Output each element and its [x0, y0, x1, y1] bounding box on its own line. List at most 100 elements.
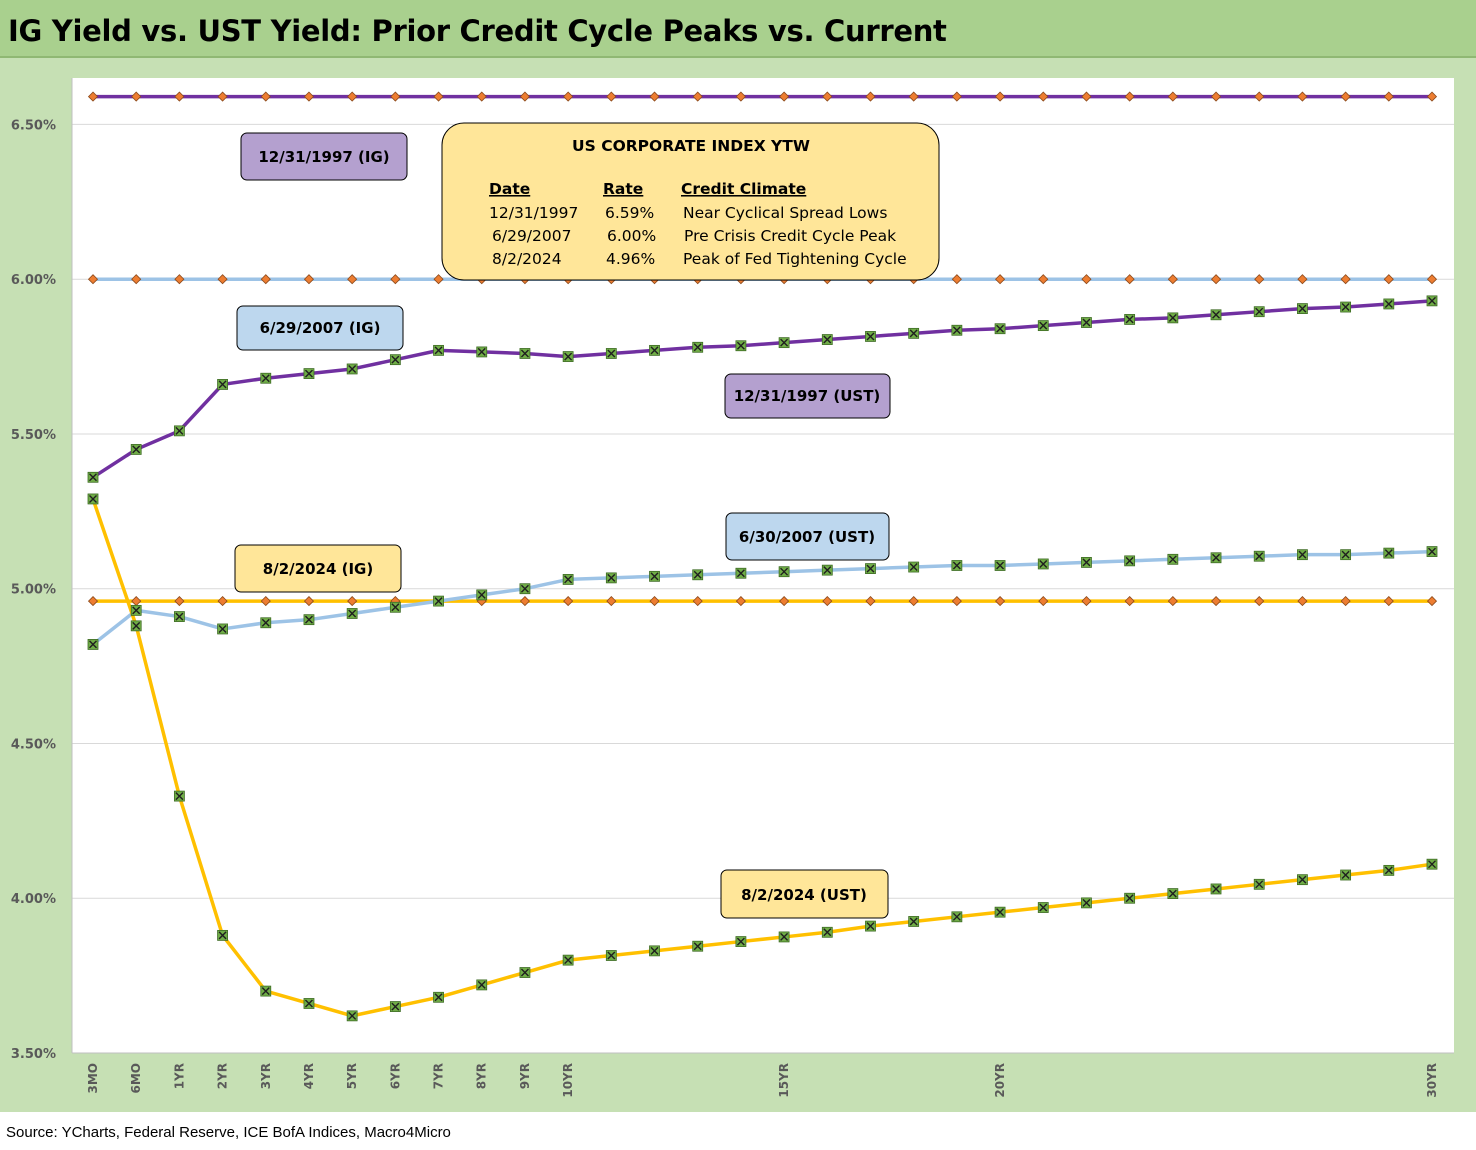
data-point-diamond [1167, 596, 1178, 607]
data-point-x [346, 1010, 358, 1022]
data-point-x [476, 589, 488, 601]
data-point-diamond [174, 596, 185, 607]
data-point-diamond [1383, 274, 1394, 285]
data-point-x [389, 601, 401, 613]
data-point-diamond [1081, 274, 1092, 285]
data-point-x [692, 940, 704, 952]
data-point-diamond [1124, 91, 1135, 102]
data-point-diamond [1383, 91, 1394, 102]
data-point-x [303, 368, 315, 379]
data-point-x [1253, 878, 1265, 890]
data-point-x [1340, 869, 1352, 881]
label-2007-ig-text: 6/29/2007 (IG) [260, 319, 381, 337]
data-point-diamond [174, 91, 185, 102]
data-point-diamond [908, 596, 919, 607]
label-1997-ust-text: 12/31/1997 (UST) [734, 387, 881, 405]
data-point-diamond [1038, 91, 1049, 102]
info-table-cell: 6/29/2007 [492, 227, 571, 245]
data-point-diamond [260, 274, 271, 285]
data-point-x [1081, 557, 1092, 568]
label-2024-ig-text: 8/2/2024 (IG) [263, 560, 373, 578]
data-point-x [778, 337, 790, 349]
data-point-x [1210, 309, 1222, 321]
series-line [91, 549, 1433, 646]
data-point-x [605, 348, 617, 359]
data-point-x [303, 614, 315, 626]
data-point-diamond [649, 91, 660, 102]
data-point-diamond [260, 91, 271, 102]
data-point-x [649, 344, 660, 356]
data-point-diamond [87, 274, 99, 285]
data-point-x [1210, 552, 1222, 564]
data-point-x [476, 346, 488, 358]
data-point-x [821, 334, 833, 345]
data-point-diamond [951, 274, 962, 285]
data-point-diamond [606, 91, 617, 102]
data-point-diamond [779, 596, 790, 607]
x-tick-label: 30YR [1425, 1063, 1439, 1098]
data-point-diamond [1426, 274, 1438, 285]
info-table-cell: Pre Crisis Credit Cycle Peak [684, 227, 896, 245]
data-point-x [562, 351, 574, 362]
data-point-diamond [174, 274, 185, 285]
data-point-diamond [476, 91, 487, 102]
data-point-x [605, 572, 617, 584]
data-point-x [173, 790, 185, 802]
data-point-x [346, 608, 358, 619]
data-point-x [1383, 864, 1395, 876]
x-tick-label: 3YR [259, 1063, 273, 1089]
data-point-diamond [994, 596, 1006, 607]
data-point-diamond [303, 596, 315, 607]
x-tick-label: 1YR [172, 1063, 186, 1089]
data-point-x [1037, 902, 1049, 913]
data-point-x [217, 379, 228, 390]
data-point-diamond [433, 91, 444, 102]
data-point-diamond [822, 596, 833, 607]
x-tick-label: 6YR [388, 1063, 402, 1089]
data-point-x [1426, 546, 1438, 557]
data-point-x [433, 344, 444, 356]
data-point-x [994, 560, 1006, 571]
data-point-diamond [347, 274, 358, 285]
data-point-x [260, 985, 272, 997]
data-point-x [649, 570, 660, 582]
data-point-diamond [1297, 91, 1308, 102]
data-point-x [346, 363, 358, 375]
data-point-x [735, 340, 747, 352]
data-point-x [130, 620, 142, 632]
data-point-diamond [217, 274, 228, 285]
data-point-diamond [649, 596, 660, 607]
data-point-x [1167, 553, 1179, 565]
data-point-x [519, 348, 531, 359]
data-point-x [778, 566, 790, 578]
data-point-diamond [692, 596, 703, 607]
x-tick-label: 5YR [345, 1063, 359, 1089]
y-tick-label: 6.50% [11, 118, 56, 133]
data-point-x [1253, 550, 1265, 562]
y-tick-label: 4.50% [11, 737, 56, 752]
data-point-x [735, 936, 747, 947]
data-point-diamond [217, 91, 228, 102]
data-point-x [865, 563, 876, 574]
data-point-diamond [994, 274, 1006, 285]
data-point-x [562, 954, 574, 966]
series-line [92, 299, 1433, 479]
data-point-diamond [1210, 274, 1222, 285]
data-point-x [130, 444, 142, 455]
data-point-x [1340, 301, 1352, 313]
data-point-diamond [1340, 274, 1351, 285]
data-point-x [1081, 897, 1092, 909]
info-table-cell: 4.96% [606, 250, 655, 268]
data-point-x [1383, 298, 1395, 310]
title-bar: IG Yield vs. UST Yield: Prior Credit Cyc… [0, 0, 1476, 58]
data-point-diamond [519, 596, 531, 607]
data-point-diamond [390, 274, 401, 285]
data-point-diamond [865, 596, 876, 607]
data-point-diamond [779, 91, 790, 102]
x-tick-label: 10YR [561, 1063, 575, 1098]
label-1997-ust: 12/31/1997 (UST) [724, 373, 891, 419]
y-tick-label: 5.00% [11, 583, 56, 598]
data-point-diamond [519, 91, 531, 102]
data-point-x [1297, 303, 1308, 314]
data-point-diamond [563, 91, 574, 102]
